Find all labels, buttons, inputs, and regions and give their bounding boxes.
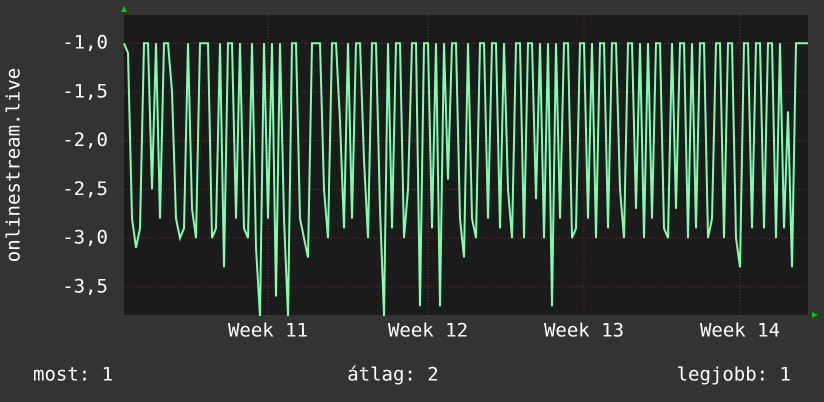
y-tick-label: -1,5 [62, 80, 108, 102]
footer-current: most: 1 [33, 364, 113, 386]
footer-average: átlag: 2 [347, 364, 439, 386]
x-tick-label: Week 14 [700, 320, 780, 342]
axis-arrow [121, 6, 127, 12]
footer-best: legjobb: 1 [677, 364, 791, 386]
x-tick-label: Week 11 [228, 320, 308, 342]
x-tick-label: Week 12 [388, 320, 468, 342]
y-tick-label: -3,5 [62, 275, 108, 297]
y-tick-label: -2,0 [62, 129, 108, 151]
y-tick-label: -3,0 [62, 227, 108, 249]
x-tick-label: Week 13 [544, 320, 624, 342]
axis-arrow [812, 312, 818, 318]
data-line [123, 42, 808, 317]
y-axis-label: onlinestream.live [3, 68, 25, 262]
y-tick-label: -1,0 [62, 32, 108, 54]
y-tick-label: -2,5 [62, 178, 108, 200]
